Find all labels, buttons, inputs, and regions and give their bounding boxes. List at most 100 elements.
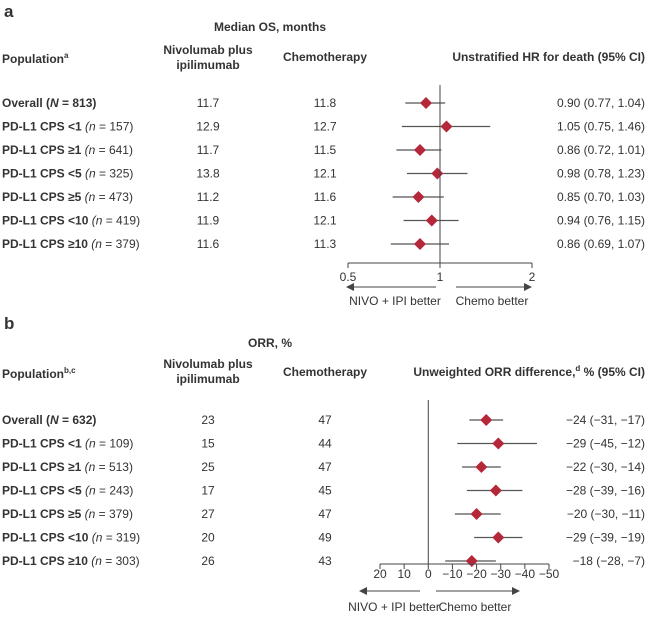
panel-b-x-tick-label: 0: [425, 567, 432, 581]
panel-b-row-effect-ci: −29 (−45, −12): [566, 437, 645, 451]
panel-b-row-nivo-value: 26: [201, 554, 215, 568]
panel-a-row-estimate-marker: [412, 191, 425, 203]
panel-a-x-ticks: 0.5 1 2: [340, 263, 536, 284]
panel-b-row-effect-ci: −28 (−39, −16): [566, 484, 645, 498]
panel-a-row-chemo-value: 11.5: [314, 143, 337, 157]
panel-a-right-better-label: Chemo better: [456, 294, 529, 308]
panel-b-row-effect-ci: −20 (−30, −11): [567, 507, 645, 521]
panel-a-left-better-label: NIVO + IPI better: [349, 294, 441, 308]
panel-b-row: PD-L1 CPS <1 (n = 109) 15 44 −29 (−45, −12): [2, 437, 645, 451]
panel-a-row-chemo-value: 12.7: [313, 120, 337, 134]
panel-b-left-arrowhead: [359, 587, 367, 595]
panel-a-row-estimate-marker: [440, 120, 453, 133]
panel-b-row-chemo-value: 43: [318, 554, 332, 568]
panel-a-row-chemo-value: 11.3: [314, 237, 337, 251]
panel-a-nivo-header-line1: Nivolumab plus: [163, 43, 253, 57]
panel-a-row-estimate-marker: [413, 144, 426, 156]
panel-a-better-arrows: NIVO + IPI better Chemo better: [346, 283, 532, 308]
panel-b-x-tick-label: −50: [539, 567, 560, 581]
panel-b-row-effect-ci: −24 (−31, −17): [566, 413, 645, 427]
panel-b-x-tick-label: −40: [515, 567, 536, 581]
panel-a-row-nivo-value: 11.7: [197, 143, 220, 157]
panel-b-row-chemo-value: 47: [318, 460, 332, 474]
panel-b-rows: Overall (N = 632) 23 47 −24 (−31, −17) PD-L1…: [2, 413, 645, 568]
panel-b-right-better-label: Chemo better: [439, 600, 512, 614]
panel-b-row-effect-ci: −22 (−30, −14): [566, 460, 645, 474]
panel-a-row: PD-L1 CPS <5 (n = 325) 13.8 12.1 0.98 (0.78…: [2, 167, 645, 181]
panel-b-row-population: PD-L1 CPS ≥5 (n = 379): [2, 507, 133, 521]
panel-a-x-tick-label: 2: [529, 270, 536, 284]
panel-b-row-population: PD-L1 CPS ≥1 (n = 513): [2, 460, 133, 474]
panel-a-row-population: Overall (N = 813): [2, 96, 96, 110]
panel-a: a Median OS, months Populationa Nivoluma…: [2, 2, 645, 308]
panel-a-row: PD-L1 CPS <10 (n = 419) 11.9 12.1 0.94 (0.7…: [2, 214, 645, 228]
panel-b-row-nivo-value: 27: [201, 507, 215, 521]
panel-a-x-tick-label: 1: [437, 270, 444, 284]
panel-a-row-nivo-value: 11.9: [197, 214, 220, 228]
panel-a-row: Overall (N = 813) 11.7 11.8 0.90 (0.77, 1.0…: [2, 96, 645, 110]
panel-b-row-population: PD-L1 CPS <1 (n = 109): [2, 437, 133, 451]
panel-b-x-tick-label: −10: [442, 567, 463, 581]
panel-a-row-effect-ci: 0.86 (0.72, 1.01): [557, 143, 645, 157]
panel-b-letter: b: [4, 314, 14, 333]
panel-b-row-estimate-marker: [492, 437, 505, 450]
panel-a-letter: a: [4, 2, 14, 21]
panel-b-row-estimate-marker: [492, 531, 505, 544]
panel-b-better-arrows: NIVO + IPI better Chemo better: [348, 587, 520, 614]
panel-a-nivo-header-line2: ipilimumab: [176, 58, 239, 72]
panel-b-row-effect-ci: −18 (−28, −7): [573, 554, 645, 568]
panel-a-population-header: Populationa: [2, 51, 69, 66]
panel-b-nivo-header-line2: ipilimumab: [176, 372, 239, 386]
panel-a-rows: Overall (N = 813) 11.7 11.8 0.90 (0.77, 1.0…: [2, 96, 645, 251]
panel-a-row-chemo-value: 11.6: [314, 190, 337, 204]
panel-b-row-population: Overall (N = 632): [2, 413, 96, 427]
panel-b-row-estimate-marker: [475, 461, 488, 473]
panel-b-row: Overall (N = 632) 23 47 −24 (−31, −17): [2, 413, 645, 427]
panel-b-row: PD-L1 CPS ≥1 (n = 513) 25 47 −22 (−30, −14): [2, 460, 645, 474]
panel-b: b ORR, % Populationb,c Nivolumab plus ip…: [2, 314, 645, 614]
panel-b-x-tick-label: −20: [466, 567, 487, 581]
panel-b-row-chemo-value: 47: [318, 413, 332, 427]
panel-a-row-nivo-value: 11.2: [197, 190, 220, 204]
panel-a-row-population: PD-L1 CPS <5 (n = 325): [2, 167, 133, 181]
panel-b-x-tick-label: 20: [373, 567, 387, 581]
panel-b-x-ticks: 20 10 0 −10 −20 −30 −40 −50: [373, 564, 560, 581]
panel-b-group-header: ORR, %: [248, 336, 292, 350]
panel-a-row-nivo-value: 11.7: [197, 96, 220, 110]
panel-a-right-arrowhead: [524, 283, 532, 291]
panel-a-row-estimate-marker: [420, 97, 433, 109]
panel-b-left-better-label: NIVO + IPI better: [348, 600, 440, 614]
panel-b-row: PD-L1 CPS ≥5 (n = 379) 27 47 −20 (−30, −11): [2, 507, 645, 521]
panel-a-row: PD-L1 CPS ≥5 (n = 473) 11.2 11.6 0.85 (0.70…: [2, 190, 645, 204]
panel-b-row-effect-ci: −29 (−39, −19): [566, 531, 645, 545]
panel-b-x-tick-label: 10: [397, 567, 411, 581]
panel-a-x-tick-label: 0.5: [340, 270, 357, 284]
panel-b-nivo-header-line1: Nivolumab plus: [163, 357, 253, 371]
panel-a-row-chemo-value: 11.8: [314, 96, 337, 110]
panel-b-row-nivo-value: 20: [201, 531, 215, 545]
panel-a-row-nivo-value: 11.6: [197, 237, 220, 251]
panel-b-row-nivo-value: 15: [201, 437, 215, 451]
panel-b-row: PD-L1 CPS <5 (n = 243) 17 45 −28 (−39, −16): [2, 484, 645, 498]
panel-a-row-effect-ci: 0.98 (0.78, 1.23): [557, 167, 645, 181]
panel-a-effect-header: Unstratified HR for death (95% CI): [452, 50, 645, 64]
panel-a-row-effect-ci: 1.05 (0.75, 1.46): [557, 120, 645, 134]
panel-b-row-population: PD-L1 CPS <5 (n = 243): [2, 484, 133, 498]
panel-b-row: PD-L1 CPS <10 (n = 319) 20 49 −29 (−39, −19…: [2, 531, 645, 545]
panel-b-effect-header: Unweighted ORR difference,d % (95% CI): [413, 364, 645, 379]
panel-a-row-effect-ci: 0.85 (0.70, 1.03): [557, 190, 645, 204]
panel-b-row-nivo-value: 17: [201, 484, 215, 498]
panel-a-group-header: Median OS, months: [214, 20, 326, 34]
panel-b-row-estimate-marker: [489, 484, 502, 497]
panel-a-row-population: PD-L1 CPS ≥10 (n = 379): [2, 237, 140, 251]
panel-a-row-effect-ci: 0.94 (0.76, 1.15): [557, 214, 645, 228]
panel-b-row-chemo-value: 49: [318, 531, 332, 545]
panel-a-row-population: PD-L1 CPS ≥1 (n = 641): [2, 143, 133, 157]
panel-a-row: PD-L1 CPS <1 (n = 157) 12.9 12.7 1.05 (0.75…: [2, 120, 645, 134]
panel-b-row-chemo-value: 44: [318, 437, 332, 451]
panel-b-row-estimate-marker: [480, 414, 493, 426]
panel-a-row-estimate-marker: [425, 214, 438, 227]
panel-a-row-population: PD-L1 CPS <1 (n = 157): [2, 120, 133, 134]
panel-a-row-effect-ci: 0.86 (0.69, 1.07): [557, 237, 645, 251]
